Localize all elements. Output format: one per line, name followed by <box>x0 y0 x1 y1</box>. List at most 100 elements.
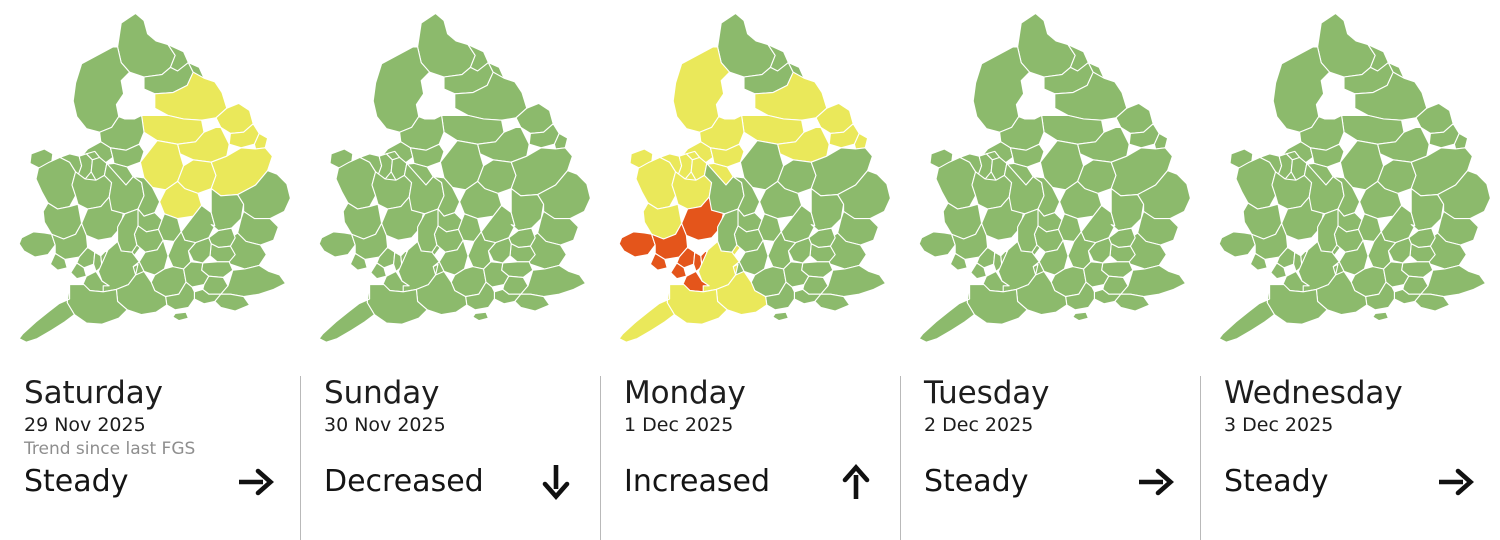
map-region-bridgend[interactable] <box>71 263 87 279</box>
flood-risk-map[interactable] <box>0 0 300 370</box>
map-region-humber-north-east[interactable] <box>1154 133 1167 149</box>
map-region-hertfordshire[interactable] <box>210 244 235 262</box>
map-region-suffolk[interactable] <box>538 211 579 245</box>
forecast-day-panel[interactable]: Monday 1 Dec 2025 Increased <box>600 0 900 540</box>
map-region-cornwall[interactable] <box>319 285 374 343</box>
map-region-swansea[interactable] <box>950 253 967 270</box>
map-region-yorkshire-south[interactable] <box>1378 127 1430 162</box>
flood-risk-map[interactable] <box>900 0 1200 370</box>
map-regions-group <box>919 13 1190 342</box>
map-region-norfolk[interactable] <box>838 171 891 219</box>
map-region-hertfordshire[interactable] <box>810 244 835 262</box>
map-region-bridgend[interactable] <box>971 263 987 279</box>
map-region-northumberland[interactable] <box>118 13 176 77</box>
map-region-humber-north-east[interactable] <box>554 133 567 149</box>
map-region-isle-of-wight[interactable] <box>473 312 489 320</box>
map-region-yorkshire-west[interactable] <box>442 115 504 144</box>
map-region-hampshire[interactable] <box>466 282 495 310</box>
map-region-northumberland[interactable] <box>1318 13 1376 77</box>
map-region-yorkshire-west[interactable] <box>142 115 204 144</box>
map-region-oxfordshire[interactable] <box>1368 232 1396 269</box>
map-region-herefordshire[interactable] <box>418 209 438 252</box>
map-region-isle-of-wight[interactable] <box>173 312 189 320</box>
day-name: Sunday <box>324 375 440 411</box>
map-region-hertfordshire[interactable] <box>510 244 535 262</box>
map-svg <box>600 0 900 370</box>
map-region-northumberland[interactable] <box>718 13 776 77</box>
map-region-hertfordshire[interactable] <box>1110 244 1135 262</box>
map-region-isle-of-wight[interactable] <box>1073 312 1089 320</box>
map-region-hampshire[interactable] <box>1066 282 1095 310</box>
map-region-hampshire[interactable] <box>766 282 795 310</box>
map-region-suffolk[interactable] <box>238 211 279 245</box>
forecast-day-panel[interactable]: Tuesday 2 Dec 2025 Steady <box>900 0 1200 540</box>
map-region-suffolk[interactable] <box>838 211 879 245</box>
map-region-hertfordshire[interactable] <box>1410 244 1435 262</box>
map-region-swansea[interactable] <box>650 253 667 270</box>
map-region-herefordshire[interactable] <box>1018 209 1038 252</box>
map-region-sussex-east[interactable] <box>1415 294 1450 311</box>
map-region-humber-north-east[interactable] <box>1454 133 1467 149</box>
map-region-hampshire[interactable] <box>1366 282 1395 310</box>
map-region-sussex-east[interactable] <box>1115 294 1150 311</box>
map-region-isle-of-wight[interactable] <box>1373 312 1389 320</box>
map-region-yorkshire-south[interactable] <box>778 127 830 162</box>
forecast-day-panel[interactable]: Sunday 30 Nov 2025 Decreased <box>300 0 600 540</box>
map-region-herefordshire[interactable] <box>1318 209 1338 252</box>
map-region-swansea[interactable] <box>50 253 67 270</box>
forecast-day-panel[interactable]: Wednesday 3 Dec 2025 Steady <box>1200 0 1500 540</box>
map-region-pembrokeshire[interactable] <box>319 232 355 257</box>
map-region-oxfordshire[interactable] <box>468 232 496 269</box>
map-region-herefordshire[interactable] <box>718 209 738 252</box>
day-date: 29 Nov 2025 <box>24 414 146 436</box>
flood-risk-map[interactable] <box>300 0 600 370</box>
map-region-swansea[interactable] <box>350 253 367 270</box>
map-region-cumbria[interactable] <box>673 47 729 132</box>
map-region-isle-of-wight[interactable] <box>773 312 789 320</box>
map-region-cumbria[interactable] <box>73 47 129 132</box>
map-region-hampshire[interactable] <box>166 282 195 310</box>
map-region-oxfordshire[interactable] <box>168 232 196 269</box>
flood-risk-map[interactable] <box>600 0 900 370</box>
map-region-humber-north-east[interactable] <box>254 133 267 149</box>
map-region-yorkshire-south[interactable] <box>178 127 230 162</box>
map-region-suffolk[interactable] <box>1438 211 1479 245</box>
map-region-northumberland[interactable] <box>418 13 476 77</box>
map-region-sussex-east[interactable] <box>815 294 850 311</box>
forecast-day-panel[interactable]: Saturday 29 Nov 2025 Trend since last FGS S… <box>0 0 300 540</box>
map-region-yorkshire-west[interactable] <box>742 115 804 144</box>
map-region-humber-north-east[interactable] <box>854 133 867 149</box>
map-region-bridgend[interactable] <box>1271 263 1287 279</box>
map-region-yorkshire-south[interactable] <box>478 127 530 162</box>
map-region-norfolk[interactable] <box>1438 171 1491 219</box>
map-region-cornwall[interactable] <box>1219 285 1274 343</box>
map-region-oxfordshire[interactable] <box>1068 232 1096 269</box>
flood-risk-map[interactable] <box>1200 0 1500 370</box>
map-region-norfolk[interactable] <box>1138 171 1191 219</box>
map-region-pembrokeshire[interactable] <box>1219 232 1255 257</box>
map-region-cornwall[interactable] <box>619 285 674 343</box>
map-region-pembrokeshire[interactable] <box>619 232 655 257</box>
map-region-yorkshire-south[interactable] <box>1078 127 1130 162</box>
map-region-bridgend[interactable] <box>371 263 387 279</box>
map-region-cornwall[interactable] <box>19 285 74 343</box>
map-region-northumberland[interactable] <box>1018 13 1076 77</box>
map-region-pembrokeshire[interactable] <box>919 232 955 257</box>
map-region-cumbria[interactable] <box>1273 47 1329 132</box>
map-region-suffolk[interactable] <box>1138 211 1179 245</box>
map-region-norfolk[interactable] <box>538 171 591 219</box>
trend-row: Steady <box>24 464 276 500</box>
map-region-cumbria[interactable] <box>973 47 1029 132</box>
map-region-oxfordshire[interactable] <box>768 232 796 269</box>
map-region-norfolk[interactable] <box>238 171 291 219</box>
map-region-yorkshire-west[interactable] <box>1042 115 1104 144</box>
map-region-bridgend[interactable] <box>671 263 687 279</box>
map-region-herefordshire[interactable] <box>118 209 138 252</box>
map-region-cornwall[interactable] <box>919 285 974 343</box>
map-region-swansea[interactable] <box>1250 253 1267 270</box>
map-region-pembrokeshire[interactable] <box>19 232 55 257</box>
map-region-sussex-east[interactable] <box>215 294 250 311</box>
map-region-sussex-east[interactable] <box>515 294 550 311</box>
map-region-cumbria[interactable] <box>373 47 429 132</box>
map-region-yorkshire-west[interactable] <box>1342 115 1404 144</box>
